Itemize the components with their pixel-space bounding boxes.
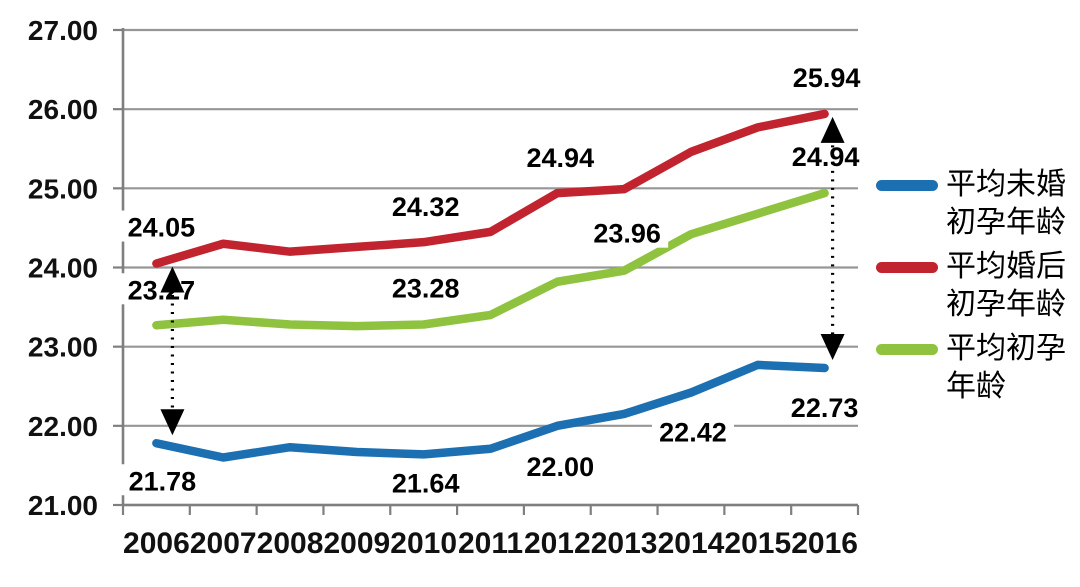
point-label: 23.96 [593, 219, 661, 249]
point-label: 24.94 [792, 142, 860, 172]
x-tick-label: 2008 [257, 527, 324, 560]
x-tick-label: 2009 [323, 527, 390, 560]
series-line-1 [152, 109, 829, 268]
point-label: 23.27 [128, 275, 196, 305]
legend-label-line: 年龄 [946, 370, 1006, 403]
point-label-backing [384, 466, 467, 498]
legend-label-married: 平均婚后 初孕年龄 [946, 248, 1066, 324]
point-label: 22.73 [791, 393, 859, 423]
legend-label-unmarried: 平均未婚 初孕年龄 [946, 166, 1066, 242]
y-tick-label: 22.00 [28, 411, 98, 442]
x-tick-label: 2006 [123, 527, 190, 560]
point-label-backing [651, 415, 734, 447]
gap-arrow-head-down [820, 334, 845, 361]
y-tick-label: 26.00 [28, 94, 98, 125]
point-label: 21.78 [129, 466, 197, 496]
point-label: 24.94 [527, 143, 595, 173]
x-tick-label: 2010 [390, 527, 457, 560]
point-label: 22.42 [659, 418, 727, 448]
series-line-2 [152, 188, 829, 331]
y-tick-label: 24.00 [28, 253, 98, 284]
legend-label-line: 平均初孕 [946, 332, 1066, 365]
point-label-backing [120, 273, 203, 305]
gap-arrow-head-up [160, 266, 185, 293]
point-label-backing [519, 141, 602, 173]
point-label-backing [586, 216, 669, 248]
x-tick-label: 2011 [458, 527, 523, 560]
x-tick-label: 2012 [524, 527, 591, 560]
point-label: 23.28 [392, 274, 460, 304]
point-label: 24.05 [128, 213, 196, 243]
point-label-backing [384, 271, 467, 303]
legend-swatch-married [876, 262, 938, 273]
point-label-backing [384, 190, 467, 222]
point-label-backing [785, 60, 868, 92]
legend-label-line: 初孕年龄 [946, 288, 1066, 321]
x-tick-label: 2013 [591, 527, 658, 560]
gap-arrow-head-down [160, 409, 185, 436]
chart-legend: 平均未婚 初孕年龄 平均婚后 初孕年龄 平均初孕 年龄 [876, 166, 1080, 406]
y-tick-label: 23.00 [28, 332, 98, 363]
y-tick-label: 25.00 [28, 173, 98, 204]
point-label: 24.32 [392, 192, 460, 222]
point-label-backing [783, 391, 866, 423]
series-line-0 [152, 360, 829, 462]
legend-label-overall: 平均初孕 年龄 [946, 330, 1066, 406]
legend-label-line: 平均婚后 [946, 250, 1066, 283]
gap-arrow-head-up [820, 116, 845, 143]
x-tick-label: 2014 [658, 527, 725, 560]
legend-item-married: 平均婚后 初孕年龄 [876, 248, 1080, 324]
legend-label-line: 平均未婚 [946, 168, 1066, 201]
point-label-backing [120, 210, 203, 242]
legend-item-unmarried: 平均未婚 初孕年龄 [876, 166, 1080, 242]
legend-label-line: 初孕年龄 [946, 206, 1066, 239]
x-tick-label: 2015 [724, 527, 791, 560]
y-tick-label: 21.00 [28, 490, 98, 521]
point-label-backing [121, 464, 204, 496]
legend-swatch-unmarried [876, 180, 938, 191]
point-label: 25.94 [793, 63, 861, 93]
legend-item-overall: 平均初孕 年龄 [876, 330, 1080, 406]
point-label: 22.00 [527, 452, 595, 482]
x-tick-label: 2016 [791, 527, 858, 560]
point-label-backing [519, 449, 602, 481]
legend-swatch-overall [876, 344, 938, 355]
x-tick-label: 2007 [190, 527, 257, 560]
y-tick-label: 27.00 [28, 15, 98, 46]
point-label-backing [784, 140, 867, 172]
point-label: 21.64 [392, 468, 460, 498]
